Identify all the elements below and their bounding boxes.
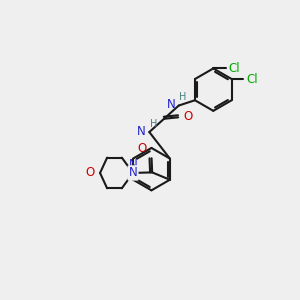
Text: N: N: [137, 125, 146, 138]
Text: N: N: [129, 158, 137, 171]
Text: O: O: [85, 167, 95, 179]
Text: O: O: [137, 142, 146, 155]
Text: H: H: [150, 118, 157, 128]
Text: Cl: Cl: [246, 73, 258, 85]
Text: N: N: [167, 98, 175, 111]
Text: O: O: [184, 110, 193, 123]
Text: Cl: Cl: [229, 62, 240, 75]
Text: H: H: [179, 92, 186, 102]
Text: N: N: [129, 167, 137, 179]
